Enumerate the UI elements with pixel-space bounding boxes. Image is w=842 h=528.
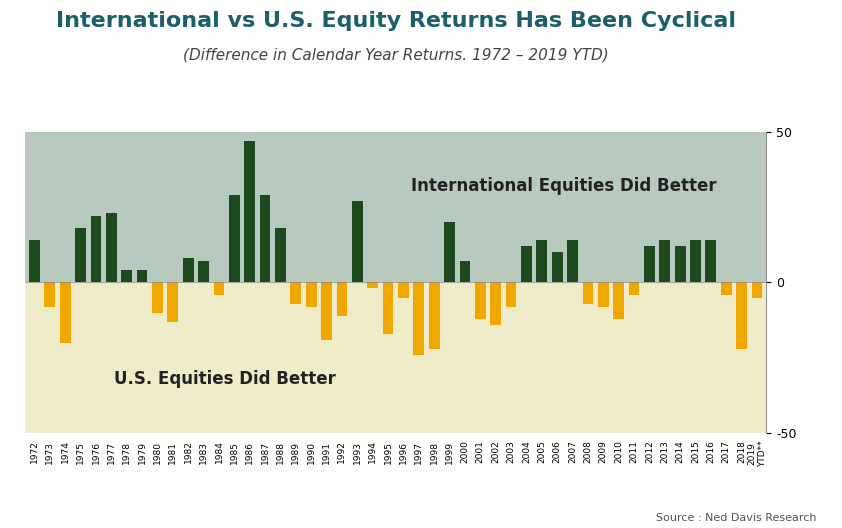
Bar bbox=[121, 270, 132, 282]
Bar bbox=[413, 282, 424, 355]
Bar bbox=[214, 282, 224, 295]
Bar bbox=[183, 258, 194, 282]
Bar bbox=[29, 240, 40, 282]
Bar bbox=[398, 282, 409, 297]
Bar bbox=[598, 282, 609, 307]
Bar bbox=[244, 141, 255, 282]
Text: International Equities Did Better: International Equities Did Better bbox=[411, 177, 717, 195]
Bar bbox=[337, 282, 347, 316]
Bar bbox=[198, 261, 209, 282]
Bar bbox=[706, 240, 717, 282]
Bar bbox=[752, 282, 762, 297]
Bar bbox=[352, 201, 363, 282]
Bar bbox=[552, 252, 562, 282]
Bar bbox=[475, 282, 486, 318]
Bar bbox=[736, 282, 747, 348]
Bar bbox=[306, 282, 317, 307]
Bar bbox=[152, 282, 163, 313]
Bar bbox=[168, 282, 179, 322]
Bar bbox=[568, 240, 578, 282]
Bar bbox=[629, 282, 639, 295]
Bar bbox=[45, 282, 56, 307]
Text: Source : Ned Davis Research: Source : Ned Davis Research bbox=[656, 513, 817, 523]
Bar bbox=[536, 240, 547, 282]
Bar bbox=[721, 282, 732, 295]
Bar bbox=[644, 247, 655, 282]
Bar bbox=[583, 282, 594, 304]
Bar bbox=[75, 228, 86, 282]
Bar bbox=[521, 247, 532, 282]
Bar bbox=[259, 195, 270, 282]
Bar bbox=[367, 282, 378, 288]
Bar bbox=[60, 282, 71, 343]
Bar bbox=[674, 247, 685, 282]
Text: International vs U.S. Equity Returns Has Been Cyclical: International vs U.S. Equity Returns Has… bbox=[56, 11, 736, 31]
Bar bbox=[229, 195, 240, 282]
Bar bbox=[445, 222, 455, 282]
Bar bbox=[91, 216, 101, 282]
Bar bbox=[136, 270, 147, 282]
Bar bbox=[25, 132, 766, 282]
Bar bbox=[275, 228, 285, 282]
Bar bbox=[506, 282, 516, 307]
Bar bbox=[490, 282, 501, 325]
Bar bbox=[429, 282, 440, 348]
Bar bbox=[321, 282, 332, 340]
Text: U.S. Equities Did Better: U.S. Equities Did Better bbox=[115, 370, 336, 388]
Bar bbox=[25, 282, 766, 433]
Bar bbox=[659, 240, 670, 282]
Text: (Difference in Calendar Year Returns. 1972 – 2019 YTD): (Difference in Calendar Year Returns. 19… bbox=[183, 48, 609, 62]
Bar bbox=[690, 240, 701, 282]
Bar bbox=[106, 213, 117, 282]
Bar bbox=[460, 261, 471, 282]
Bar bbox=[382, 282, 393, 334]
Bar bbox=[613, 282, 624, 318]
Bar bbox=[290, 282, 301, 304]
